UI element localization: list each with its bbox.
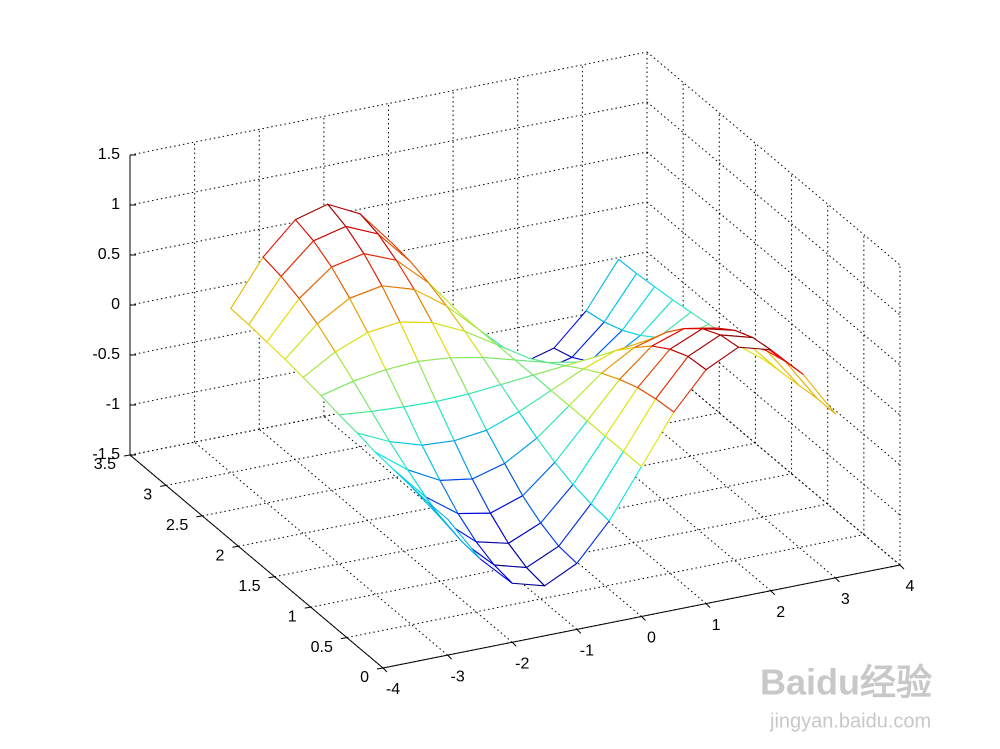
tick-mark — [382, 667, 388, 673]
grid-line — [646, 201, 901, 416]
tick-mark — [835, 577, 840, 583]
y-tick-label: 0.5 — [311, 639, 333, 656]
x-tick-label: -4 — [386, 681, 400, 698]
tick-mark — [232, 545, 239, 548]
x-tick-label: 3 — [841, 591, 850, 608]
tick-mark — [340, 637, 347, 640]
watermark-brand: Baidu经验 — [760, 662, 932, 703]
y-tick-label: 2.5 — [166, 517, 188, 534]
tick-mark — [899, 564, 905, 570]
mesh-cell — [429, 503, 481, 560]
z-tick-label: 1.5 — [98, 146, 120, 163]
x-tick-label: 1 — [712, 617, 721, 634]
x-tick-label: -1 — [580, 643, 594, 660]
z-tick-label: -1.5 — [92, 446, 120, 463]
z-tick-label: 0.5 — [98, 246, 120, 263]
grid-line — [258, 428, 513, 643]
z-tick-label: -1 — [106, 396, 120, 413]
mesh-cell — [687, 334, 739, 371]
y-tick-label: 2 — [216, 548, 225, 565]
watermark-url: jingyan.baidu.com — [769, 710, 931, 732]
x-tick-label: 4 — [906, 578, 915, 595]
x-tick-label: -2 — [515, 655, 529, 672]
tick-mark — [376, 667, 384, 670]
y-tick-label: 3.5 — [94, 456, 116, 473]
z-tick-label: -0.5 — [92, 346, 120, 363]
y-tick-label: 1.5 — [238, 578, 260, 595]
tick-mark — [447, 654, 452, 660]
grid-line — [646, 151, 901, 366]
tick-mark — [705, 603, 711, 608]
x-tick-label: 0 — [647, 630, 656, 647]
tick-mark — [304, 606, 311, 609]
z-tick-label: 0 — [111, 296, 120, 313]
z-tick-label: 1 — [111, 196, 120, 213]
x-tick-label: 2 — [776, 604, 785, 621]
tick-mark — [160, 484, 167, 487]
surface — [230, 203, 836, 587]
y-tick-label: 1 — [288, 608, 297, 625]
grid-line — [194, 441, 448, 656]
tick-labels: -4 -3 -2 -1 0 1 2 3 4 0 0.5 1 1.5 2 2.5 3 3.5-1.5 -1 -0.5 0… — [92, 146, 914, 698]
tick-mark — [641, 616, 646, 621]
y-axis — [129, 454, 384, 669]
tick-mark — [770, 590, 776, 596]
grid-line — [323, 415, 578, 630]
y-tick-label: 0 — [360, 669, 369, 686]
y-tick-label: 3 — [143, 487, 152, 504]
grid-line — [646, 51, 901, 266]
grid-line — [646, 251, 901, 466]
x-tick-label: -3 — [451, 668, 465, 685]
tick-mark — [268, 576, 275, 579]
tick-mark — [576, 629, 582, 634]
tick-mark — [511, 641, 517, 647]
tick-mark — [123, 454, 131, 457]
tick-mark — [196, 515, 203, 518]
grid-line — [646, 101, 901, 316]
